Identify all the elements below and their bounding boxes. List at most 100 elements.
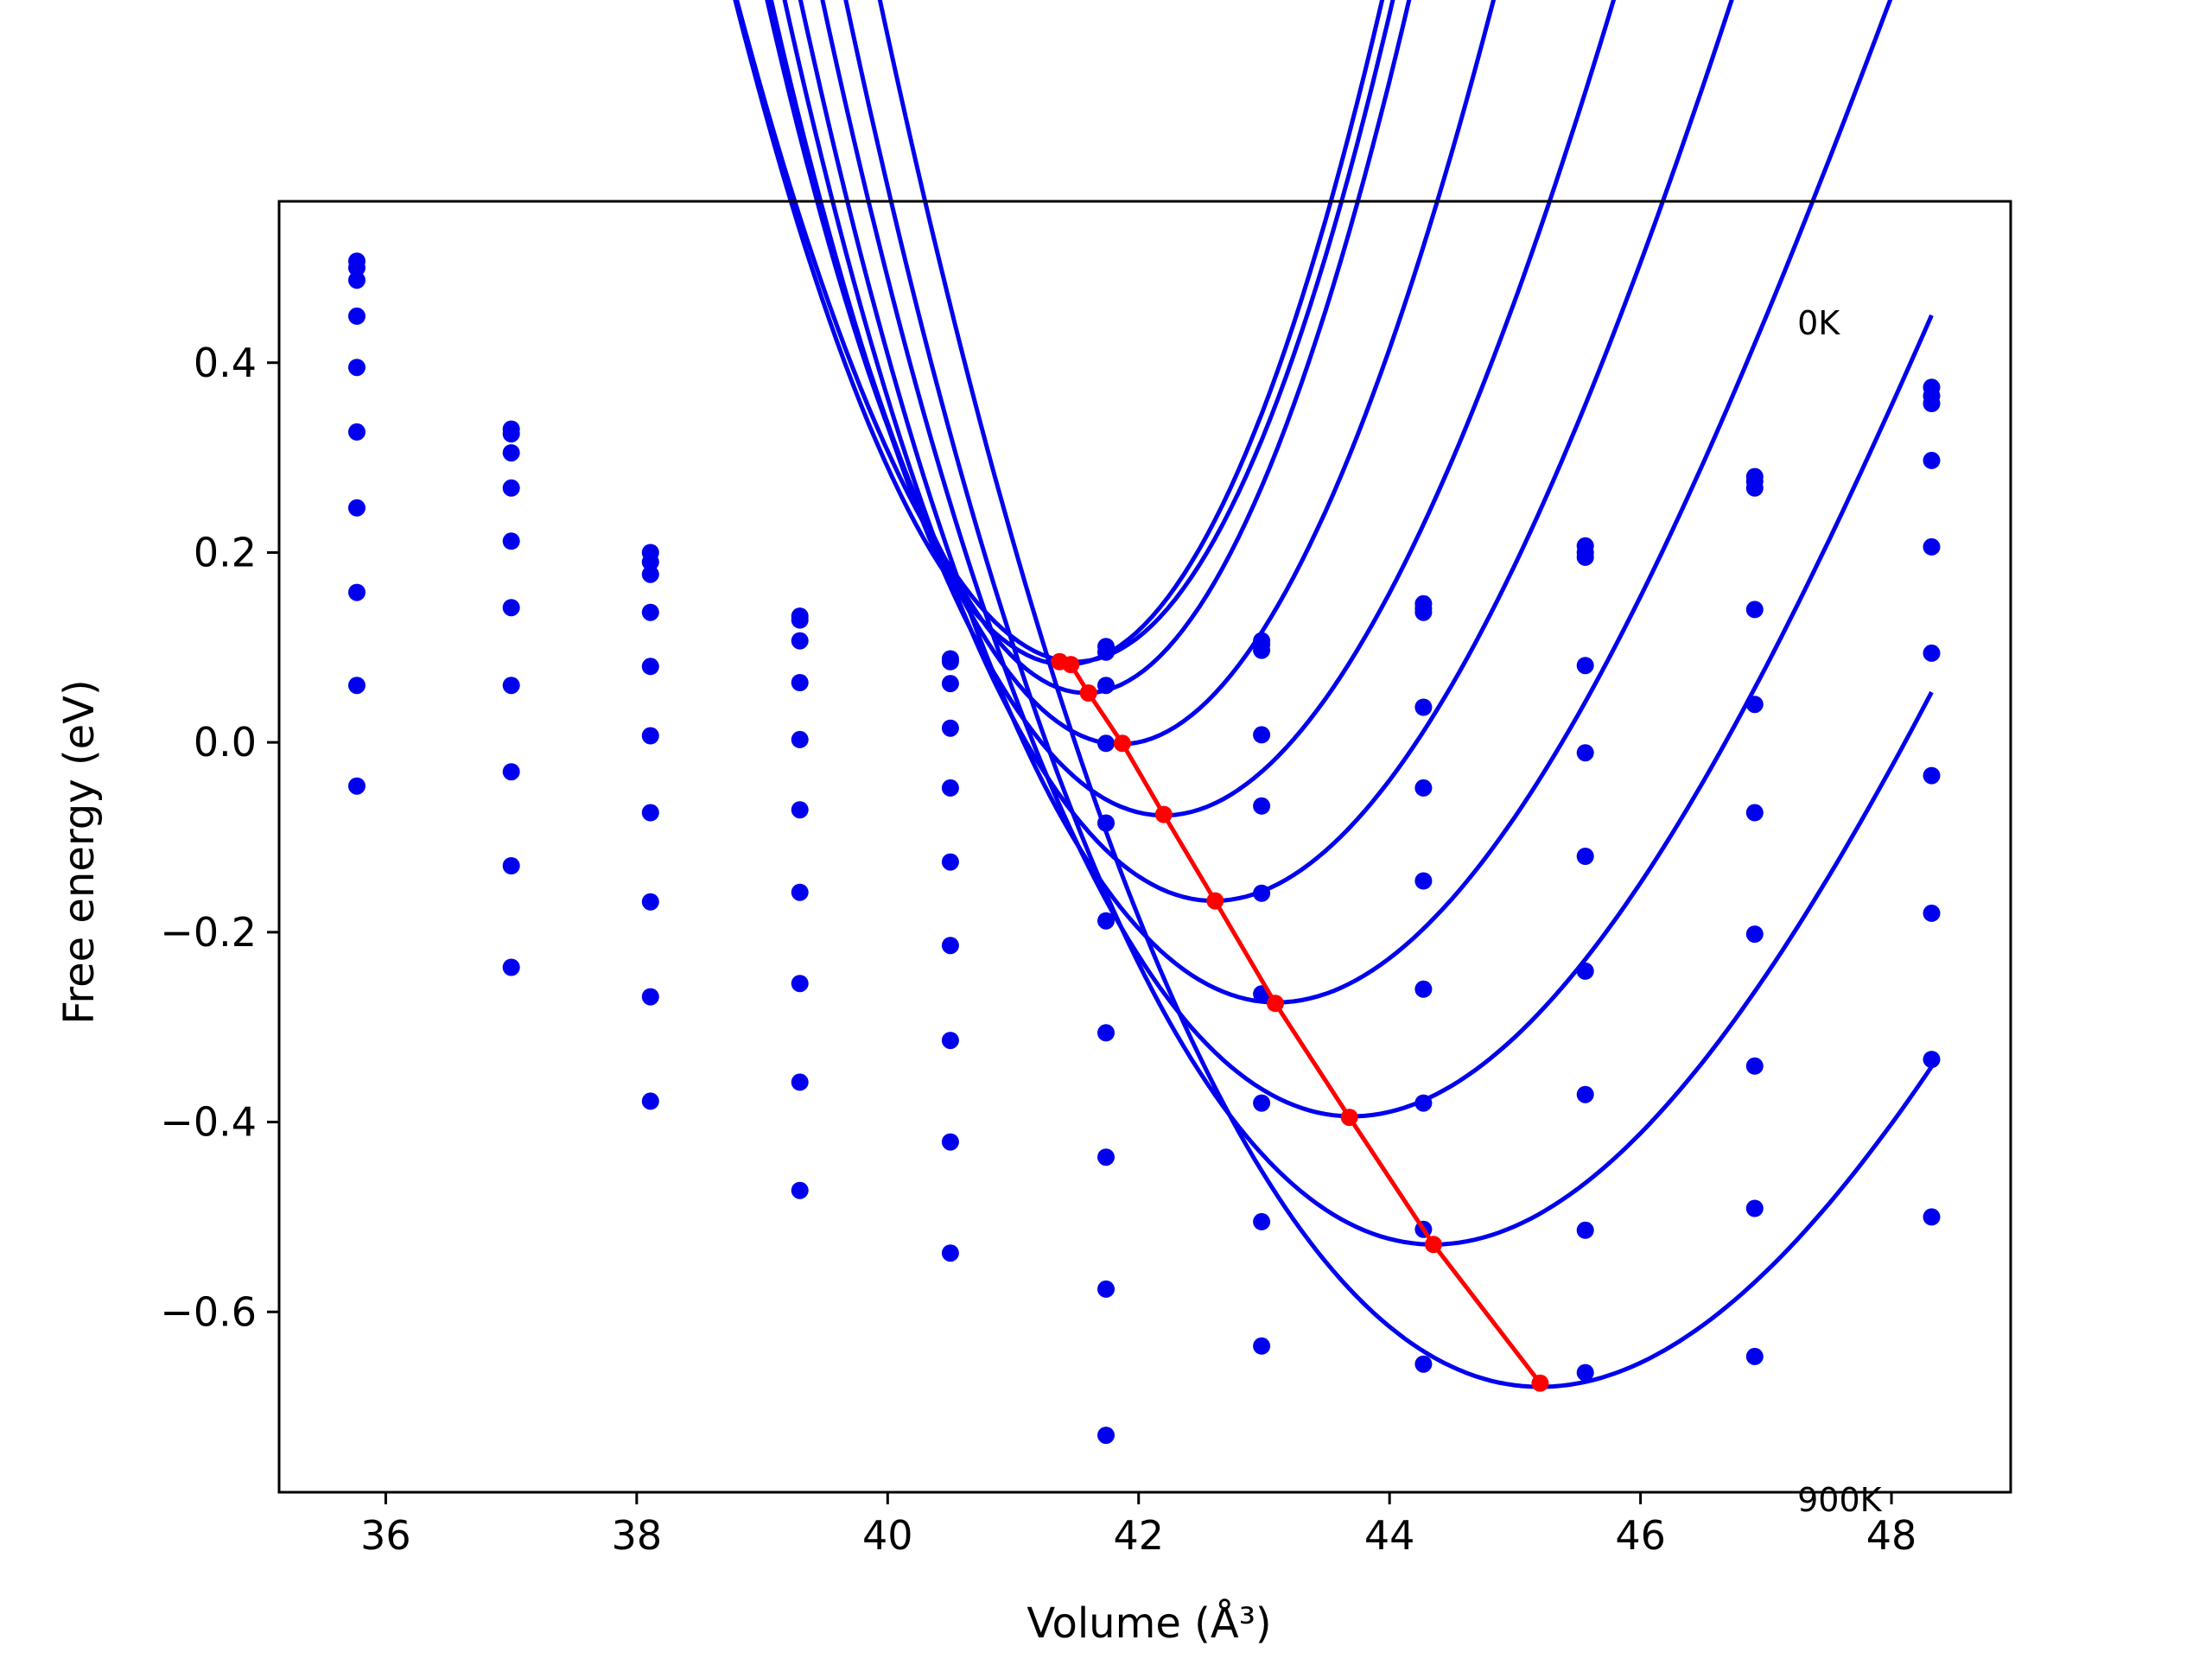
x-tick-label-1: 38 xyxy=(612,1512,663,1559)
data-point-4-6 xyxy=(1253,797,1271,815)
minima-point-4 xyxy=(1154,805,1173,823)
data-point-5-8 xyxy=(1576,848,1594,865)
data-point-9-3 xyxy=(791,1181,809,1199)
data-point-8-8 xyxy=(1576,1221,1594,1239)
data-point-4-2 xyxy=(641,658,659,676)
data-point-7-4 xyxy=(941,1032,959,1050)
data-point-9-5 xyxy=(1097,1427,1115,1445)
fit-curve-8 xyxy=(843,0,1934,1247)
y-tick-label-4: 0.2 xyxy=(194,529,257,575)
data-point-9-10 xyxy=(1923,1208,1941,1226)
annotation-0k: 0K xyxy=(1797,304,1840,342)
data-point-6-8 xyxy=(1576,962,1594,980)
data-point-4-9 xyxy=(1745,696,1764,714)
data-point-6-10 xyxy=(1923,766,1941,785)
data-point-3-6 xyxy=(1253,726,1271,744)
data-point-6-5 xyxy=(1097,1024,1115,1042)
x-tick-label-5: 46 xyxy=(1615,1512,1666,1559)
data-point-5-0 xyxy=(348,423,365,441)
y-tick-label-1: −0.4 xyxy=(160,1099,257,1146)
data-point-1-5 xyxy=(1097,643,1115,661)
y-tick-label-2: −0.2 xyxy=(160,909,257,956)
fit-curve-2 xyxy=(765,0,1412,696)
data-point-4-10 xyxy=(1923,537,1941,556)
data-point-7-1 xyxy=(502,763,520,781)
data-point-4-7 xyxy=(1414,779,1433,797)
data-point-5-9 xyxy=(1745,804,1764,822)
data-point-7-9 xyxy=(1745,1057,1764,1075)
data-point-5-1 xyxy=(502,599,520,617)
data-point-9-8 xyxy=(1576,1363,1594,1382)
fit-curve-4 xyxy=(768,0,1617,818)
data-point-5-2 xyxy=(641,727,659,745)
data-point-1-3 xyxy=(791,611,809,629)
x-tick-label-4: 44 xyxy=(1364,1512,1415,1559)
annotation-900k: 900K xyxy=(1797,1481,1883,1519)
data-point-6-4 xyxy=(941,937,959,955)
data-point-7-10 xyxy=(1923,904,1941,922)
data-point-5-7 xyxy=(1414,872,1433,890)
data-point-2-6 xyxy=(1253,641,1271,659)
data-point-8-2 xyxy=(641,988,659,1006)
x-tick-label-3: 42 xyxy=(1113,1512,1164,1559)
x-tick-label-2: 40 xyxy=(862,1512,913,1559)
fit-curve-1 xyxy=(733,0,1385,667)
minima-point-5 xyxy=(1206,892,1224,910)
data-point-9-7 xyxy=(1414,1355,1433,1373)
data-point-8-4 xyxy=(941,1133,959,1151)
data-point-8-1 xyxy=(502,857,520,874)
data-point-1-1 xyxy=(502,425,520,443)
data-point-9-9 xyxy=(1745,1347,1764,1365)
data-point-5-4 xyxy=(941,853,959,871)
data-point-4-0 xyxy=(348,359,365,377)
data-point-6-7 xyxy=(1414,980,1433,998)
data-point-5-10 xyxy=(1923,644,1941,662)
minima-point-2 xyxy=(1079,684,1097,702)
data-point-7-5 xyxy=(1097,1148,1115,1166)
y-axis: −0.6 −0.4 −0.2 0.0 0.2 0.4 xyxy=(160,340,279,1335)
fit-curve-7 xyxy=(820,0,1934,1119)
data-point-5-3 xyxy=(791,801,809,819)
fit-curve-0 xyxy=(734,0,1395,664)
data-point-9-1 xyxy=(502,958,520,976)
data-point-2-5 xyxy=(1097,677,1115,695)
data-point-7-0 xyxy=(348,583,365,601)
data-point-3-9 xyxy=(1745,601,1764,619)
data-point-7-6 xyxy=(1253,1094,1271,1112)
y-tick-label-5: 0.4 xyxy=(194,340,257,386)
data-point-7-7 xyxy=(1414,1094,1433,1112)
minima-point-7 xyxy=(1340,1109,1358,1127)
data-point-6-9 xyxy=(1745,925,1764,944)
data-point-1-2 xyxy=(641,553,659,571)
data-point-5-6 xyxy=(1253,884,1271,902)
data-point-9-2 xyxy=(641,1092,659,1110)
data-point-3-3 xyxy=(791,674,809,691)
data-point-2-4 xyxy=(941,675,959,693)
data-point-4-5 xyxy=(1097,814,1115,832)
minima-line xyxy=(1058,659,1542,1385)
x-tick-label-0: 36 xyxy=(360,1512,411,1559)
data-point-6-3 xyxy=(791,883,809,901)
data-point-2-1 xyxy=(502,444,520,462)
data-point-3-5 xyxy=(1097,734,1115,753)
data-point-2-7 xyxy=(1414,603,1433,621)
data-point-8-0 xyxy=(348,677,365,695)
data-point-6-0 xyxy=(348,499,365,517)
data-point-8-5 xyxy=(1097,1280,1115,1298)
data-point-3-8 xyxy=(1576,657,1594,675)
data-point-4-1 xyxy=(502,532,520,550)
x-tick-label-6: 48 xyxy=(1866,1512,1917,1559)
data-point-3-2 xyxy=(641,603,659,621)
data-point-7-2 xyxy=(641,893,659,911)
minima-point-9 xyxy=(1531,1374,1549,1392)
y-tick-label-3: 0.0 xyxy=(194,719,257,766)
data-point-2-2 xyxy=(641,565,659,583)
minima-line-group xyxy=(1051,652,1549,1392)
data-point-3-1 xyxy=(502,479,520,497)
data-point-4-3 xyxy=(791,730,809,748)
data-point-4-4 xyxy=(941,779,959,797)
fit-curve-3 xyxy=(767,0,1497,747)
data-point-8-9 xyxy=(1745,1199,1764,1217)
data-point-2-3 xyxy=(791,632,809,650)
